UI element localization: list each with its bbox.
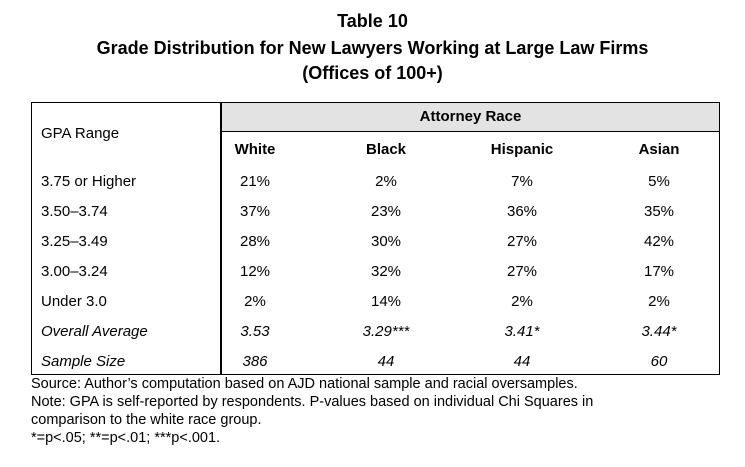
table-cell: 27% bbox=[506, 233, 538, 250]
row-header-divider bbox=[220, 103, 222, 374]
source-note: Source: Author’s computation based on AJ… bbox=[31, 376, 578, 392]
table-cell: 27% bbox=[506, 263, 538, 280]
column-header-asian: Asian bbox=[638, 141, 680, 158]
row-label: Sample Size bbox=[41, 353, 126, 370]
table-subtitle: (Offices of 100+) bbox=[302, 63, 443, 83]
note-line-2: comparison to the white race group. bbox=[31, 412, 262, 428]
table-cell: 37% bbox=[239, 203, 271, 220]
table-cell: 44 bbox=[513, 353, 531, 370]
row-label: 3.50–3.74 bbox=[41, 203, 108, 220]
table-cell: 36% bbox=[506, 203, 538, 220]
table-cell: 3.29*** bbox=[362, 323, 410, 340]
data-table: GPA Range Attorney Race White Black Hisp… bbox=[31, 102, 720, 375]
row-label: 3.25–3.49 bbox=[41, 233, 108, 250]
table-cell: 21% bbox=[239, 173, 271, 190]
table-cell: 42% bbox=[643, 233, 675, 250]
column-header-white: White bbox=[234, 141, 276, 158]
table-cell: 35% bbox=[643, 203, 675, 220]
table-cell: 44 bbox=[377, 353, 395, 370]
note-line-1: Note: GPA is self-reported by respondent… bbox=[31, 394, 594, 410]
row-header-label: GPA Range bbox=[41, 125, 120, 142]
table-cell: 5% bbox=[648, 173, 670, 190]
row-label: 3.75 or Higher bbox=[41, 173, 137, 190]
table-cell: 2% bbox=[648, 293, 670, 310]
table-cell: 3.41* bbox=[504, 323, 540, 340]
group-header: Attorney Race bbox=[419, 108, 522, 125]
row-label: 3.00–3.24 bbox=[41, 263, 108, 280]
table-cell: 32% bbox=[370, 263, 402, 280]
table-cell: 2% bbox=[511, 293, 533, 310]
table-cell: 60 bbox=[650, 353, 668, 370]
table-cell: 3.53 bbox=[240, 323, 270, 340]
table-title: Grade Distribution for New Lawyers Worki… bbox=[96, 38, 649, 58]
table-cell: 3.44* bbox=[641, 323, 677, 340]
table-cell: 12% bbox=[239, 263, 271, 280]
column-header-black: Black bbox=[365, 141, 407, 158]
table-cell: 7% bbox=[511, 173, 533, 190]
table-cell: 2% bbox=[244, 293, 266, 310]
significance-legend: *=p<.05; **=p<.01; ***p<.001. bbox=[31, 430, 221, 446]
table-cell: 2% bbox=[375, 173, 397, 190]
row-label: Under 3.0 bbox=[41, 293, 107, 310]
row-label: Overall Average bbox=[41, 323, 148, 340]
column-header-hispanic: Hispanic bbox=[490, 141, 554, 158]
table-number: Table 10 bbox=[337, 11, 408, 31]
group-header-band bbox=[222, 103, 719, 132]
table-cell: 28% bbox=[239, 233, 271, 250]
table-cell: 386 bbox=[242, 353, 268, 370]
table-cell: 23% bbox=[370, 203, 402, 220]
table-cell: 17% bbox=[643, 263, 675, 280]
table-cell: 14% bbox=[370, 293, 402, 310]
table-cell: 30% bbox=[370, 233, 402, 250]
